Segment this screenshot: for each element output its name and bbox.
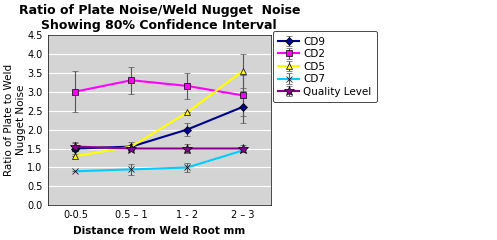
- X-axis label: Distance from Weld Root mm: Distance from Weld Root mm: [73, 226, 246, 236]
- Y-axis label: Ratio of Plate to Weld
Nugget Noise: Ratio of Plate to Weld Nugget Noise: [4, 64, 26, 176]
- Title: Ratio of Plate Noise/Weld Nugget  Noise
Showing 80% Confidence Interval: Ratio of Plate Noise/Weld Nugget Noise S…: [18, 4, 300, 32]
- Legend: CD9, CD2, CD5, CD7, Quality Level: CD9, CD2, CD5, CD7, Quality Level: [273, 31, 377, 102]
